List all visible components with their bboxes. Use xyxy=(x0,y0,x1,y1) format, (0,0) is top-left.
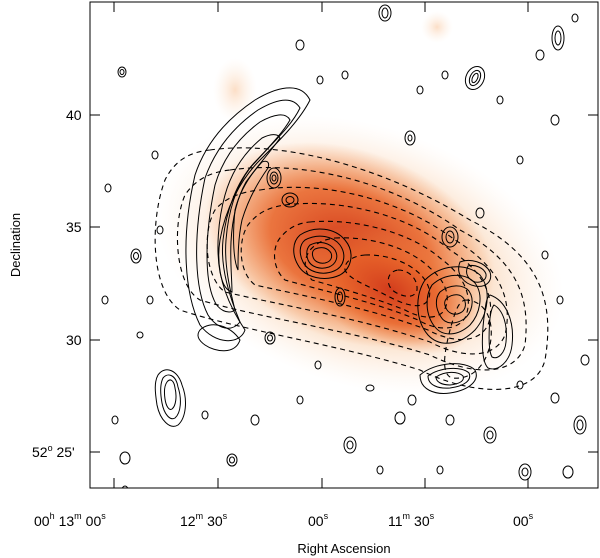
y-tick-label: 52o 25' xyxy=(32,443,75,460)
plot-area xyxy=(101,4,590,488)
x-tick-min-unit: m xyxy=(196,511,204,521)
x-tick-label: 00h 13m 00s xyxy=(34,511,106,529)
x-tick-sec-unit: s xyxy=(223,511,228,521)
x-tick-hour-unit: h xyxy=(50,511,55,521)
x-tick-sec: 30 xyxy=(207,513,223,529)
y-tick-label-deg: 52 xyxy=(32,444,48,460)
x-tick-sec-unit: s xyxy=(529,511,534,521)
y-axis-ticks xyxy=(90,114,598,453)
point-sources xyxy=(101,4,590,488)
dashed-contours xyxy=(154,147,549,390)
x-tick-label: 11m 30s xyxy=(388,511,435,529)
y-tick-label: 40 xyxy=(66,107,82,123)
y-axis-title: Declination xyxy=(8,213,23,277)
x-axis-ticks xyxy=(113,2,529,488)
x-axis-title: Right Ascension xyxy=(297,541,390,556)
x-tick-label: 12m 30s xyxy=(180,511,228,529)
y-tick-label: 35 xyxy=(66,219,82,235)
x-tick-sec-unit: s xyxy=(430,511,435,521)
x-tick-label: 00s xyxy=(308,511,329,529)
x-tick-sec: 00 xyxy=(513,513,529,529)
plot-frame xyxy=(89,1,599,489)
x-tick-label: 00s xyxy=(513,511,534,529)
y-tick-label: 30 xyxy=(66,332,82,348)
x-tick-min: 13 xyxy=(59,513,75,529)
x-tick-sec-unit: s xyxy=(101,511,106,521)
x-tick-min: 11 xyxy=(388,513,403,529)
x-tick-sec-unit: s xyxy=(324,511,329,521)
x-tick-sec: 30 xyxy=(414,513,430,529)
radio-contours xyxy=(101,4,590,488)
x-tick-sec: 00 xyxy=(308,513,324,529)
x-tick-min: 12 xyxy=(180,513,196,529)
x-tick-min-unit: m xyxy=(74,511,82,521)
x-tick-sec: 00 xyxy=(86,513,102,529)
x-tick-min-unit: m xyxy=(403,511,411,521)
y-tick-label-arcmin: 25' xyxy=(53,444,75,460)
xray-emission-map xyxy=(156,11,564,395)
x-tick-hour: 00 xyxy=(34,513,50,529)
y-tick-label-deg-sup: o xyxy=(48,443,53,453)
